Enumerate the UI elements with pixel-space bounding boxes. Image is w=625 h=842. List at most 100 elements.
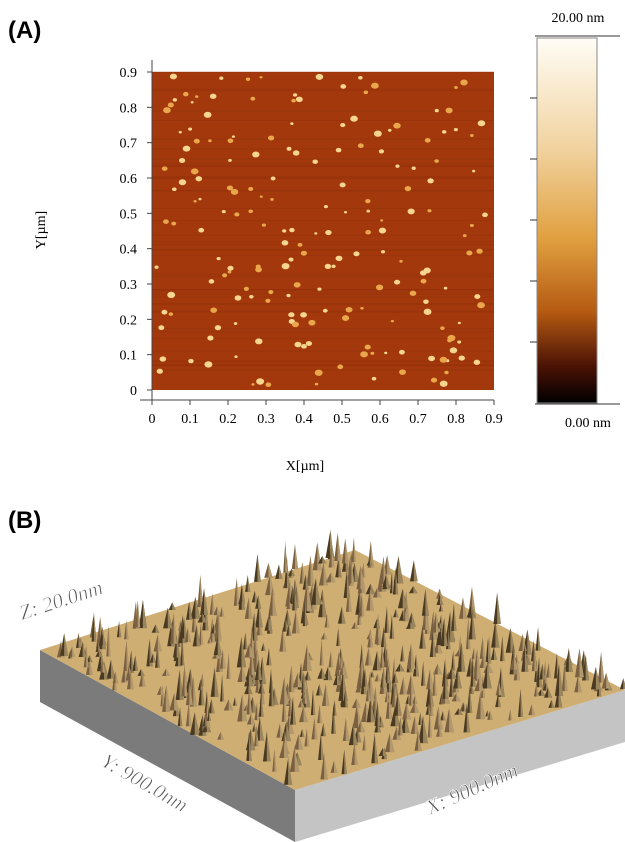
- spike-highlight: [568, 648, 573, 672]
- spike-highlight: [294, 745, 300, 772]
- particle: [390, 319, 394, 323]
- particle: [178, 130, 182, 134]
- spike-highlight: [490, 710, 493, 720]
- colorbar-max: 20.00 nm: [552, 11, 605, 26]
- spike-highlight: [193, 676, 197, 707]
- particle: [473, 359, 481, 365]
- spike-highlight: [249, 731, 252, 761]
- particle: [300, 312, 307, 318]
- particle: [248, 186, 254, 192]
- spike-highlight: [461, 642, 466, 672]
- spike-highlight: [510, 709, 513, 721]
- particle: [291, 98, 296, 103]
- spike-highlight: [502, 635, 505, 662]
- particle: [183, 91, 189, 97]
- particle: [256, 378, 265, 385]
- particle: [265, 382, 272, 388]
- spike-highlight: [326, 613, 330, 628]
- colorbar-min: 0.00 nm: [565, 416, 611, 431]
- particle: [171, 221, 177, 226]
- spike-highlight: [294, 578, 297, 611]
- particle: [399, 369, 406, 375]
- particle: [366, 209, 371, 213]
- spike-highlight: [400, 663, 405, 672]
- particle: [249, 294, 254, 299]
- spike-highlight: [220, 731, 225, 740]
- y-tick-label: 0.6: [120, 172, 138, 187]
- spike-highlight: [289, 600, 293, 610]
- spike-highlight: [606, 672, 611, 689]
- spike-highlight: [99, 650, 103, 657]
- particle: [350, 115, 358, 122]
- spike-highlight: [370, 695, 375, 723]
- particle: [360, 351, 368, 358]
- particle: [188, 358, 194, 364]
- spike-highlight: [98, 641, 101, 652]
- particle: [427, 209, 432, 213]
- spike-highlight: [378, 637, 381, 646]
- x-axis-label: X[µm]: [286, 459, 324, 474]
- y-tick-label: 0.3: [120, 278, 138, 293]
- spike-highlight: [386, 690, 390, 703]
- particle: [291, 321, 299, 328]
- particle: [449, 347, 458, 354]
- spike-highlight: [558, 685, 563, 708]
- spike-highlight: [251, 645, 255, 676]
- particle: [399, 259, 403, 263]
- particle: [222, 273, 228, 278]
- particle: [375, 284, 384, 291]
- spike-highlight: [493, 646, 498, 660]
- spike-highlight: [268, 616, 273, 631]
- spike-highlight: [548, 662, 552, 678]
- spike-highlight: [172, 602, 176, 611]
- particle: [337, 364, 344, 370]
- spike-highlight: [250, 728, 256, 751]
- spike-highlight: [579, 648, 584, 678]
- spike-highlight: [410, 674, 416, 695]
- spike-highlight: [402, 644, 405, 662]
- spike-highlight: [541, 689, 546, 696]
- spike-highlight: [445, 670, 448, 700]
- spike-highlight: [242, 585, 246, 603]
- spike-highlight: [380, 715, 384, 728]
- spike-highlight: [450, 611, 456, 643]
- spike-highlight: [435, 612, 440, 633]
- spike-highlight: [162, 684, 165, 707]
- particle: [195, 176, 203, 182]
- spike-highlight: [395, 608, 399, 618]
- spike-highlight: [303, 705, 308, 723]
- spike-highlight: [254, 612, 258, 641]
- spike-highlight: [245, 632, 248, 650]
- spike-highlight: [397, 561, 400, 583]
- panel-label: (A): [8, 17, 41, 44]
- particle: [434, 108, 439, 113]
- spike-highlight: [400, 716, 404, 736]
- spike-highlight: [361, 593, 365, 617]
- spike-highlight: [337, 673, 341, 686]
- spike-highlight: [411, 643, 416, 670]
- particle: [227, 270, 232, 274]
- particle: [295, 96, 303, 103]
- spike-highlight: [317, 542, 322, 571]
- spike-highlight: [368, 647, 373, 666]
- spike-highlight: [482, 674, 485, 698]
- spike-highlight: [251, 714, 256, 725]
- particle: [286, 293, 291, 298]
- spike-highlight: [305, 574, 309, 590]
- spike-highlight: [325, 683, 330, 706]
- spike-highlight: [469, 684, 473, 713]
- spike-highlight: [386, 606, 390, 633]
- spike-highlight: [389, 733, 395, 753]
- spike-highlight: [72, 646, 76, 657]
- spike-highlight: [321, 639, 324, 666]
- spike-highlight: [189, 681, 193, 706]
- y-tick-label: 0.1: [120, 349, 138, 364]
- x-tick-label: 0.3: [257, 412, 275, 427]
- spike-highlight: [429, 669, 434, 690]
- spike-highlight: [453, 603, 457, 631]
- particle: [293, 93, 298, 97]
- spike-highlight: [167, 607, 173, 629]
- spike-highlight: [369, 559, 374, 566]
- particle: [193, 199, 197, 203]
